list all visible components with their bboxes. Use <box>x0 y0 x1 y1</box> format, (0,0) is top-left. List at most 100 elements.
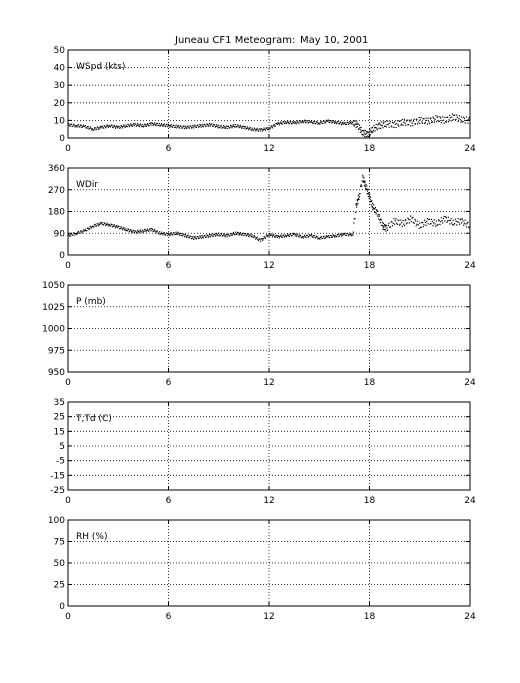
data-point <box>126 229 128 232</box>
data-point <box>188 236 190 239</box>
data-point <box>442 119 445 121</box>
data-point <box>435 225 437 227</box>
data-point <box>436 224 438 226</box>
data-point <box>313 120 315 123</box>
data-point <box>224 236 226 238</box>
data-point <box>296 234 298 236</box>
data-point <box>358 198 360 201</box>
data-point <box>336 122 338 125</box>
data-point <box>283 236 285 238</box>
data-point <box>146 122 149 125</box>
data-point <box>358 196 361 198</box>
data-point <box>317 122 320 124</box>
data-point <box>78 126 80 128</box>
data-point <box>217 127 219 129</box>
data-point <box>462 220 464 222</box>
data-point <box>273 123 275 126</box>
data-point <box>207 125 209 127</box>
data-point <box>371 132 373 134</box>
data-point <box>460 218 462 220</box>
data-point <box>403 118 405 120</box>
data-point <box>366 135 369 137</box>
data-point <box>387 224 389 227</box>
data-point <box>195 126 198 128</box>
data-point <box>238 234 240 236</box>
data-point <box>199 124 201 126</box>
data-point <box>198 237 200 239</box>
data-point <box>96 128 98 130</box>
data-point <box>175 124 177 126</box>
y-tick-label: 1000 <box>42 325 65 335</box>
data-point <box>376 209 378 211</box>
data-point <box>427 223 429 225</box>
data-point <box>326 120 328 122</box>
data-point <box>382 127 384 129</box>
data-point <box>424 219 426 221</box>
data-point <box>378 215 380 218</box>
data-point <box>329 120 332 122</box>
data-point <box>434 118 436 120</box>
data-point <box>401 118 403 121</box>
data-point <box>304 121 306 123</box>
data-point <box>172 126 174 128</box>
data-point <box>205 236 207 238</box>
data-point <box>239 124 241 126</box>
data-point <box>417 224 419 226</box>
data-point <box>174 233 176 236</box>
data-point <box>293 234 295 236</box>
data-point <box>373 204 375 206</box>
y-tick-label: 950 <box>48 368 65 378</box>
data-point <box>134 123 136 125</box>
data-point <box>378 127 380 129</box>
data-point <box>189 125 191 127</box>
data-point <box>120 125 122 127</box>
data-point <box>257 239 260 242</box>
data-point <box>158 231 161 233</box>
data-point <box>383 121 385 123</box>
data-point <box>442 116 444 118</box>
data-point <box>92 129 94 131</box>
data-point <box>248 129 250 131</box>
data-point <box>186 126 188 128</box>
data-point <box>220 233 222 235</box>
y-tick-label: 20 <box>54 99 66 109</box>
panel-wspd: 0 6 12 18 24 0 10 20 30 40 50 WSpd (kts) <box>54 46 476 154</box>
data-point <box>166 232 168 235</box>
data-point <box>308 235 310 238</box>
data-point <box>120 226 122 228</box>
data-point <box>245 235 247 237</box>
data-point <box>363 131 365 133</box>
data-point <box>385 224 387 226</box>
data-point <box>170 232 172 234</box>
data-point <box>165 125 167 128</box>
data-point <box>99 222 101 224</box>
data-point <box>142 126 144 128</box>
data-point <box>321 237 323 240</box>
y-tick-label: 975 <box>48 346 65 356</box>
data-point <box>222 234 224 237</box>
data-point <box>294 122 297 124</box>
data-point <box>468 116 470 119</box>
data-point <box>401 221 403 224</box>
data-point <box>241 234 243 237</box>
data-point <box>396 222 398 224</box>
data-point <box>165 232 168 234</box>
data-point <box>380 127 382 129</box>
data-point <box>174 233 177 235</box>
data-point <box>318 122 320 124</box>
data-point <box>399 120 401 122</box>
data-point <box>85 230 87 232</box>
data-point <box>125 228 127 230</box>
data-point <box>356 204 358 206</box>
data-point <box>218 234 221 236</box>
data-point <box>437 115 439 117</box>
data-point <box>314 122 316 125</box>
data-point <box>126 125 128 128</box>
data-point <box>372 131 374 133</box>
data-point <box>134 230 136 232</box>
data-point <box>430 117 432 119</box>
data-point <box>411 217 413 219</box>
data-point <box>352 122 354 124</box>
data-point <box>431 218 433 220</box>
data-point <box>299 234 302 237</box>
